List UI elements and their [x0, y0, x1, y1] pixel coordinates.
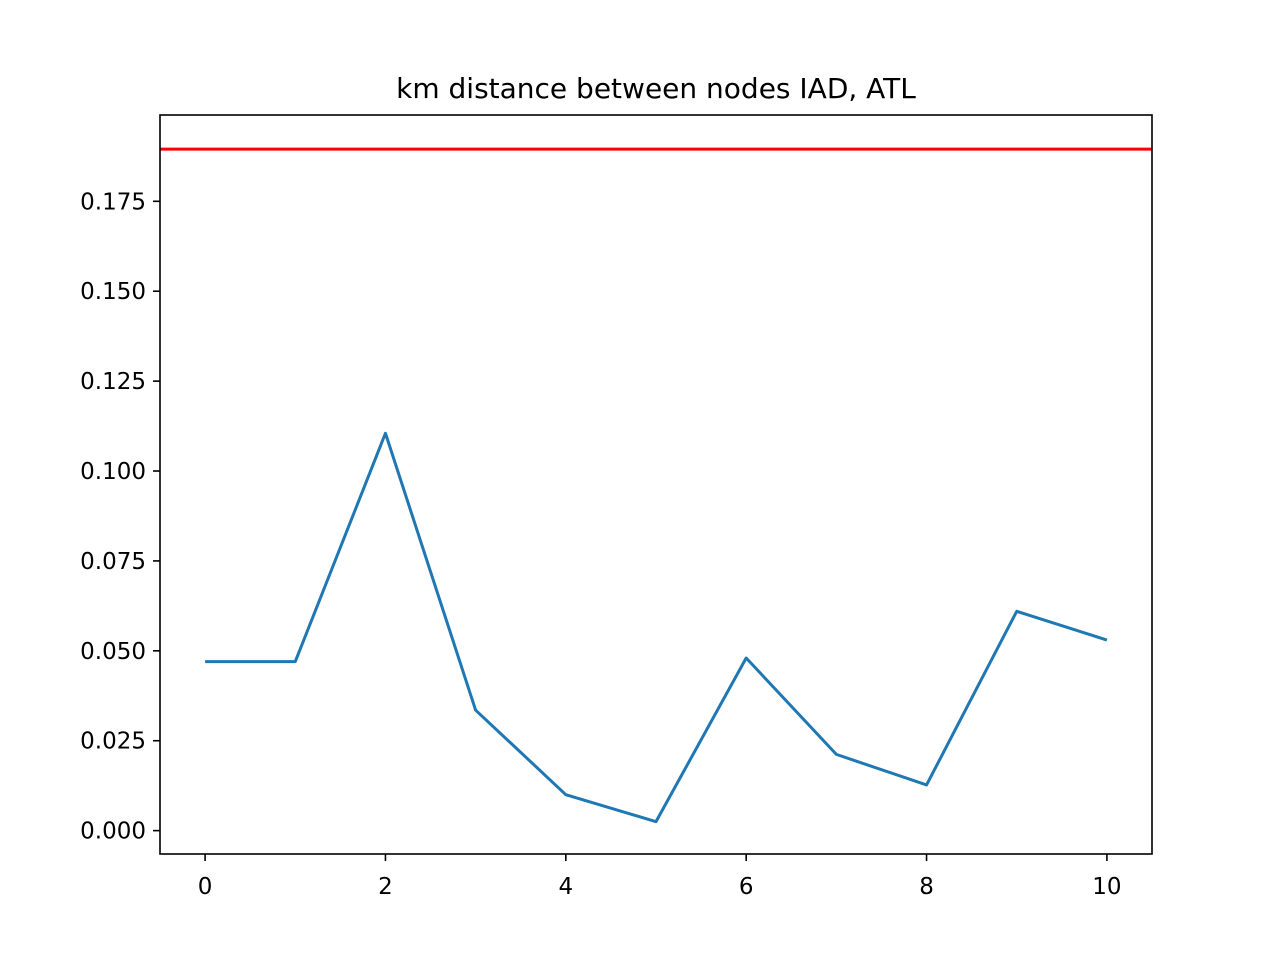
chart-title: km distance between nodes IAD, ATL — [396, 72, 916, 105]
y-tick-label: 0.150 — [80, 279, 146, 305]
axes-frame — [159, 114, 1153, 855]
y-tick-label: 0.125 — [80, 369, 146, 395]
y-tick-label: 0.100 — [80, 459, 146, 485]
y-tick-label: 0.175 — [80, 189, 146, 215]
x-tick-label: 4 — [558, 874, 573, 900]
x-tick-label: 0 — [198, 874, 213, 900]
y-tick-label: 0.050 — [80, 639, 146, 665]
x-tick-label: 10 — [1092, 874, 1121, 900]
plot-area — [160, 147, 1152, 824]
x-tick-label: 2 — [378, 874, 393, 900]
y-tick-label: 0.000 — [80, 819, 146, 845]
x-tick-label: 8 — [919, 874, 934, 900]
x-tick-label: 6 — [739, 874, 754, 900]
y-tick-label: 0.075 — [80, 549, 146, 575]
series-line-0 — [205, 431, 1108, 824]
axes: 0 2 4 6 8 10 0.000 0.025 0.050 0.075 0.100 0.125 0.1… — [80, 114, 1153, 900]
y-tick-label: 0.025 — [80, 729, 146, 755]
